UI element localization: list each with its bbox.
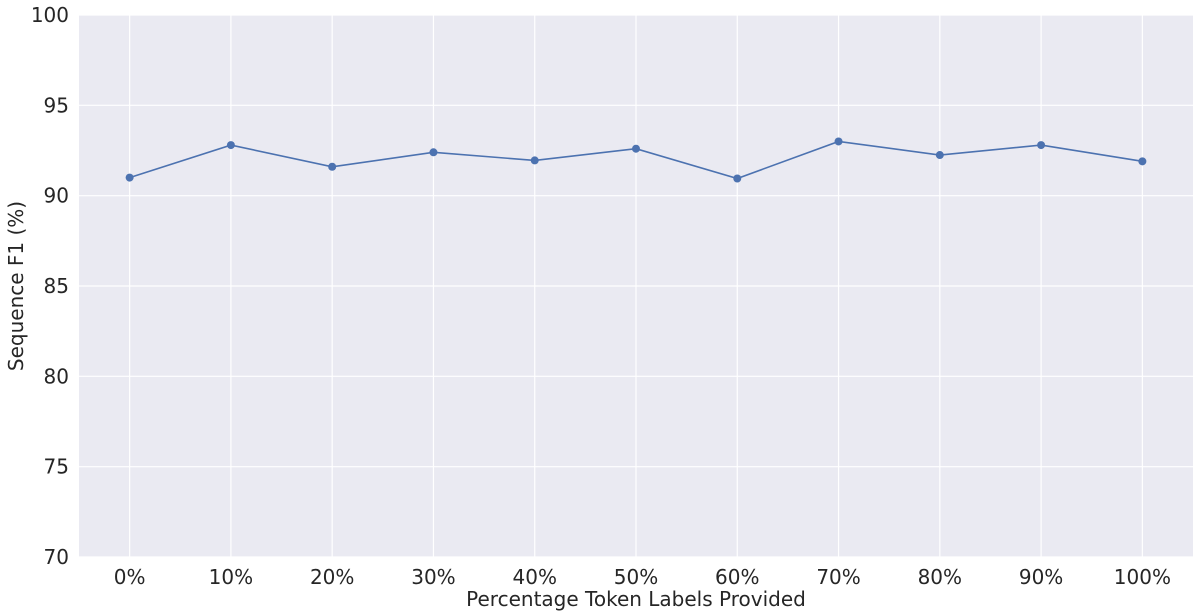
x-axis-label: Percentage Token Labels Provided	[466, 587, 806, 611]
x-tick-label: 90%	[1019, 565, 1063, 589]
x-tick-label: 80%	[918, 565, 962, 589]
y-tick-labels: 70 75 80 85 90 95 100	[31, 3, 69, 569]
data-point	[1138, 157, 1147, 166]
y-tick-label: 90	[44, 184, 69, 208]
x-tick-label: 40%	[513, 565, 557, 589]
data-point	[226, 141, 235, 150]
data-point	[935, 151, 944, 160]
x-tick-label: 0%	[114, 565, 146, 589]
x-tick-label: 100%	[1114, 565, 1171, 589]
y-tick-label: 75	[44, 455, 69, 479]
y-axis-label: Sequence F1 (%)	[4, 201, 28, 371]
y-tick-label: 95	[44, 93, 69, 117]
y-tick-label: 85	[44, 274, 69, 298]
x-tick-labels: 0% 10% 20% 30% 40% 50% 60% 70% 80% 90% 100%	[114, 565, 1171, 589]
data-point	[834, 137, 843, 146]
data-point	[1037, 141, 1046, 150]
grid	[79, 14, 1193, 558]
data-point	[125, 173, 134, 182]
x-tick-label: 10%	[209, 565, 253, 589]
x-tick-label: 60%	[715, 565, 759, 589]
y-tick-label: 80	[44, 364, 69, 388]
data-point	[328, 162, 337, 171]
data-point	[429, 148, 438, 157]
data-point	[632, 144, 640, 153]
x-tick-label: 50%	[614, 565, 658, 589]
x-tick-label: 30%	[411, 565, 455, 589]
series-layer	[125, 137, 1147, 183]
y-tick-label: 70	[44, 545, 69, 569]
data-point	[733, 174, 742, 183]
x-tick-label: 70%	[816, 565, 860, 589]
y-tick-label: 100	[31, 3, 69, 27]
x-tick-label: 20%	[310, 565, 354, 589]
data-point	[530, 156, 539, 165]
